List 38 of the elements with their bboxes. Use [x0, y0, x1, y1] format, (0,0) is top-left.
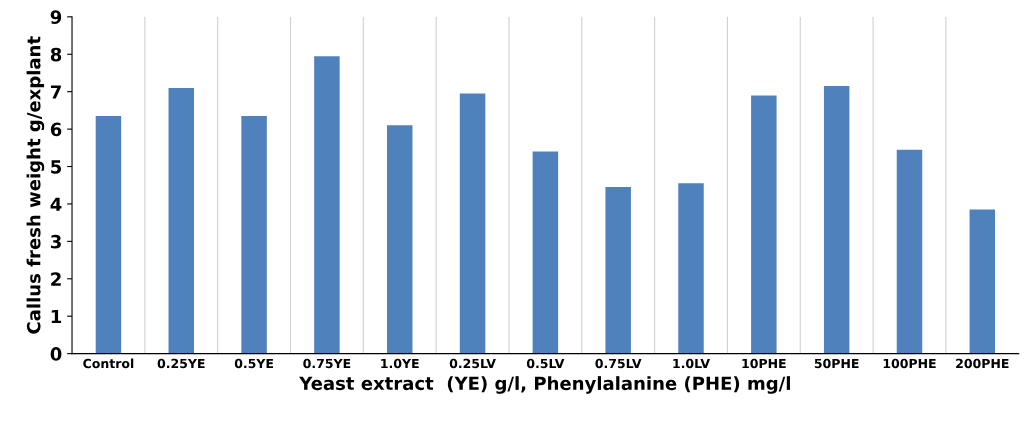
x-tick-label: 50PHE: [814, 358, 859, 369]
bar: [605, 187, 631, 354]
y-tick-label: 5: [51, 160, 62, 174]
x-axis-title: Yeast extract (YE) g/l, Phenylalanine (PHE) mg/l: [299, 376, 790, 394]
bar: [241, 116, 267, 354]
x-tick-label: 200PHE: [956, 358, 1009, 369]
x-tick-label: 0.75YE: [303, 358, 351, 369]
x-tick-label: 0.5LV: [526, 358, 565, 369]
bar: [314, 56, 340, 354]
y-tick-label: 6: [50, 122, 62, 137]
bar: [969, 209, 996, 354]
x-tick-label: Control: [83, 358, 134, 369]
bar: [95, 116, 122, 354]
x-tick-label: 0.5YE: [234, 358, 274, 369]
bar: [168, 87, 195, 354]
y-tick-label: 7: [50, 85, 61, 99]
y-tick-label: 0: [50, 347, 62, 361]
x-tick-label: 10PHE: [742, 358, 786, 369]
y-axis-title: Callus fresh weight g/explant: [26, 36, 45, 334]
x-tick-label: 100PHE: [883, 358, 936, 369]
bar: [532, 151, 559, 354]
x-tick-label: 0.75LV: [595, 358, 642, 369]
bar: [678, 183, 704, 354]
x-tick-label: 1.0LV: [673, 358, 710, 369]
y-tick-label: 1: [51, 309, 62, 324]
x-tick-label: 0.25YE: [157, 358, 205, 369]
bar: [751, 95, 777, 354]
y-tick-label: 2: [51, 272, 61, 286]
bar: [459, 93, 486, 354]
y-tick-label: 8: [50, 47, 62, 62]
y-tick-label: 9: [50, 10, 62, 24]
x-tick-label: 0.25LV: [449, 358, 496, 369]
bar: [896, 149, 923, 354]
y-tick-label: 4: [50, 197, 62, 211]
bar: [823, 86, 850, 354]
y-tick-label: 3: [50, 234, 61, 249]
x-tick-label: 1.0YE: [381, 358, 419, 369]
bar: [386, 125, 413, 354]
